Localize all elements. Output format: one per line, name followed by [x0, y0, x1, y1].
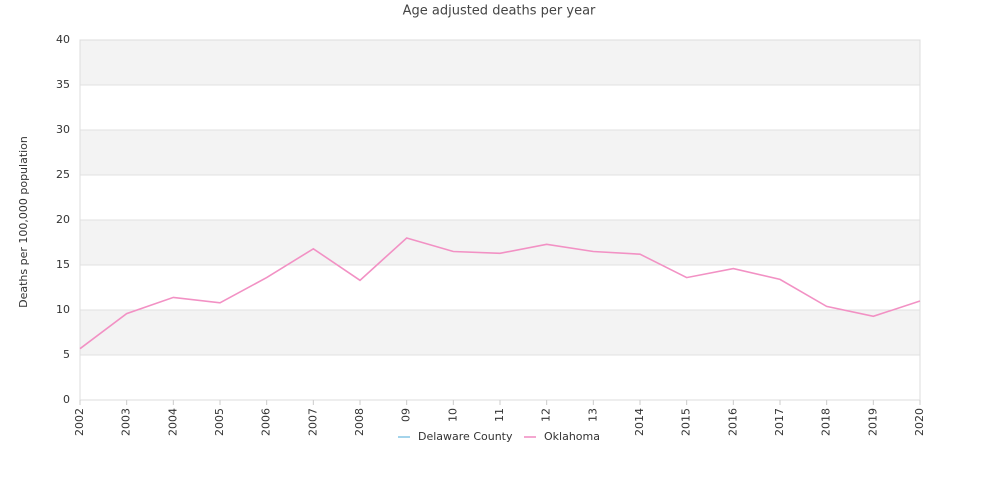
y-tick-label: 15	[56, 258, 70, 271]
chart-title: Age adjusted deaths per year	[403, 4, 596, 19]
line	[79, 237, 921, 350]
y-tick-label: 25	[56, 168, 70, 181]
y-tick-label: 40	[56, 33, 70, 46]
y-tick-label: 0	[63, 393, 70, 406]
x-tick-label: 2019	[866, 408, 879, 436]
x-tick-label: 2006	[260, 408, 273, 436]
x-tick-label: 10	[446, 408, 459, 422]
grid-band	[80, 310, 920, 355]
x-tick-label: 2014	[633, 408, 646, 436]
x-tick-label: 2003	[120, 408, 133, 436]
x-tick-label: 2004	[166, 408, 179, 436]
legend-label: Delaware County	[418, 430, 513, 443]
x-tick-label: 2017	[773, 408, 786, 436]
x-tick-label: 09	[400, 408, 413, 422]
x-tick-label: 12	[540, 408, 553, 422]
y-tick-label: 35	[56, 78, 70, 91]
x-tick-label: 2015	[680, 408, 693, 436]
x-tick-label: 2020	[913, 408, 926, 436]
x-tick-label: 2016	[726, 408, 739, 436]
grid-band	[80, 130, 920, 175]
x-tick-label: 11	[493, 408, 506, 422]
x-tick-label: 2002	[73, 408, 86, 436]
grid-band	[80, 220, 920, 265]
x-tick-label: 13	[586, 408, 599, 422]
x-tick-label: 2008	[353, 408, 366, 436]
y-tick-label: 20	[56, 213, 70, 226]
x-tick-label: 2007	[306, 408, 319, 436]
y-axis-label: Deaths per 100,000 population	[17, 136, 30, 308]
x-tick-label: 2005	[213, 408, 226, 436]
x-tick-label: 2018	[820, 408, 833, 436]
legend-label: Oklahoma	[544, 430, 600, 443]
y-tick-label: 30	[56, 123, 70, 136]
y-tick-label: 5	[63, 348, 70, 361]
y-tick-label: 10	[56, 303, 70, 316]
grid-band	[80, 40, 920, 85]
